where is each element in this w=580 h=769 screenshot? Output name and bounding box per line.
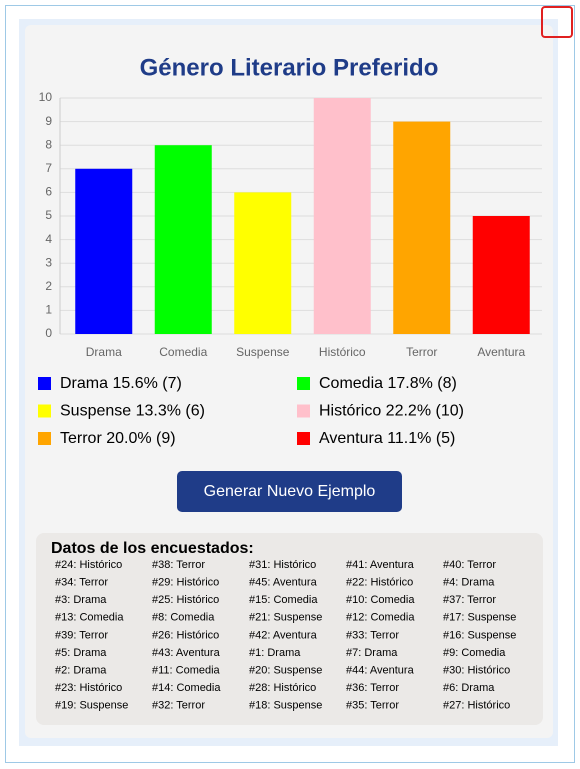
respondent-item: #20: Suspense [249, 665, 322, 677]
respondent-item: #5: Drama [55, 647, 107, 659]
chart-title: Género Literario Preferido [140, 54, 439, 81]
x-tick-label: Terror [406, 345, 437, 359]
legend-label: Terror 20.0% (9) [60, 430, 176, 447]
legend-label: Aventura 11.1% (5) [319, 430, 455, 447]
close-icon[interactable] [541, 6, 573, 38]
bar [313, 98, 371, 334]
respondent-item: #13: Comedia [55, 612, 124, 624]
y-tick-label: 10 [39, 90, 53, 104]
legend-label: Comedia 17.8% (8) [319, 375, 457, 392]
respondent-item: #30: Histórico [443, 665, 510, 677]
y-tick-label: 9 [45, 114, 52, 128]
respondent-item: #7: Drama [346, 647, 398, 659]
respondents-box [36, 533, 543, 725]
respondents-title: Datos de los encuestados: [51, 540, 254, 557]
respondent-item: #6: Drama [443, 682, 495, 694]
respondent-item: #3: Drama [55, 594, 107, 606]
respondent-item: #39: Terror [55, 629, 108, 641]
respondent-item: #2: Drama [55, 665, 107, 677]
bar [472, 216, 530, 334]
y-tick-label: 3 [45, 255, 52, 269]
respondent-item: #8: Comedia [152, 612, 215, 624]
respondent-item: #36: Terror [346, 682, 399, 694]
respondent-item: #22: Histórico [346, 577, 413, 589]
respondent-item: #38: Terror [152, 559, 205, 571]
legend-swatch [297, 404, 310, 418]
respondent-item: #9: Comedia [443, 647, 506, 659]
x-tick-label: Comedia [159, 345, 207, 359]
respondent-item: #1: Drama [249, 647, 301, 659]
respondent-item: #45: Aventura [249, 577, 318, 589]
respondent-item: #32: Terror [152, 700, 205, 712]
legend-label: Histórico 22.2% (10) [319, 403, 464, 420]
respondent-item: #35: Terror [346, 700, 399, 712]
y-tick-label: 4 [45, 232, 52, 246]
legend-swatch [38, 404, 51, 418]
y-tick-label: 5 [45, 208, 52, 222]
bar [393, 121, 451, 334]
respondent-item: #14: Comedia [152, 682, 221, 694]
respondent-item: #11: Comedia [152, 665, 221, 677]
respondent-item: #26: Histórico [152, 629, 219, 641]
y-tick-label: 2 [45, 279, 52, 293]
bar [234, 192, 292, 334]
respondent-item: #41: Aventura [346, 559, 415, 571]
y-tick-label: 6 [45, 185, 52, 199]
legend-swatch [38, 432, 51, 445]
respondent-item: #23: Histórico [55, 682, 122, 694]
respondent-item: #12: Comedia [346, 612, 415, 624]
respondent-item: #17: Suspense [443, 612, 516, 624]
y-tick-label: 1 [45, 303, 52, 317]
legend-label: Suspense 13.3% (6) [60, 403, 205, 420]
respondent-item: #21: Suspense [249, 612, 322, 624]
respondent-item: #25: Histórico [152, 594, 219, 606]
respondent-item: #28: Histórico [249, 682, 316, 694]
x-tick-label: Suspense [236, 345, 290, 359]
legend-label: Drama 15.6% (7) [60, 375, 182, 392]
respondent-item: #34: Terror [55, 577, 108, 589]
legend-swatch [38, 377, 51, 390]
respondent-item: #15: Comedia [249, 594, 318, 606]
x-tick-label: Drama [86, 345, 122, 359]
respondent-item: #27: Histórico [443, 700, 510, 712]
respondent-item: #24: Histórico [55, 559, 122, 571]
bar [154, 145, 212, 334]
respondent-item: #19: Suspense [55, 700, 128, 712]
legend-swatch [297, 377, 310, 390]
respondent-item: #44: Aventura [346, 665, 415, 677]
respondent-item: #40: Terror [443, 559, 496, 571]
generate-button[interactable]: Generar Nuevo Ejemplo [177, 471, 402, 512]
respondent-item: #29: Histórico [152, 577, 219, 589]
respondent-item: #18: Suspense [249, 700, 322, 712]
y-tick-label: 7 [45, 161, 52, 175]
respondent-item: #16: Suspense [443, 629, 516, 641]
respondent-item: #33: Terror [346, 629, 399, 641]
respondent-item: #43: Aventura [152, 647, 221, 659]
legend-swatch [297, 432, 310, 445]
bar [75, 168, 133, 334]
respondent-item: #4: Drama [443, 577, 495, 589]
respondent-item: #42: Aventura [249, 629, 318, 641]
y-tick-label: 8 [45, 137, 52, 151]
x-tick-label: Aventura [477, 345, 525, 359]
respondent-item: #10: Comedia [346, 594, 415, 606]
respondent-item: #31: Histórico [249, 559, 316, 571]
respondent-item: #37: Terror [443, 594, 496, 606]
x-tick-label: Histórico [319, 345, 366, 359]
y-tick-label: 0 [45, 326, 52, 340]
